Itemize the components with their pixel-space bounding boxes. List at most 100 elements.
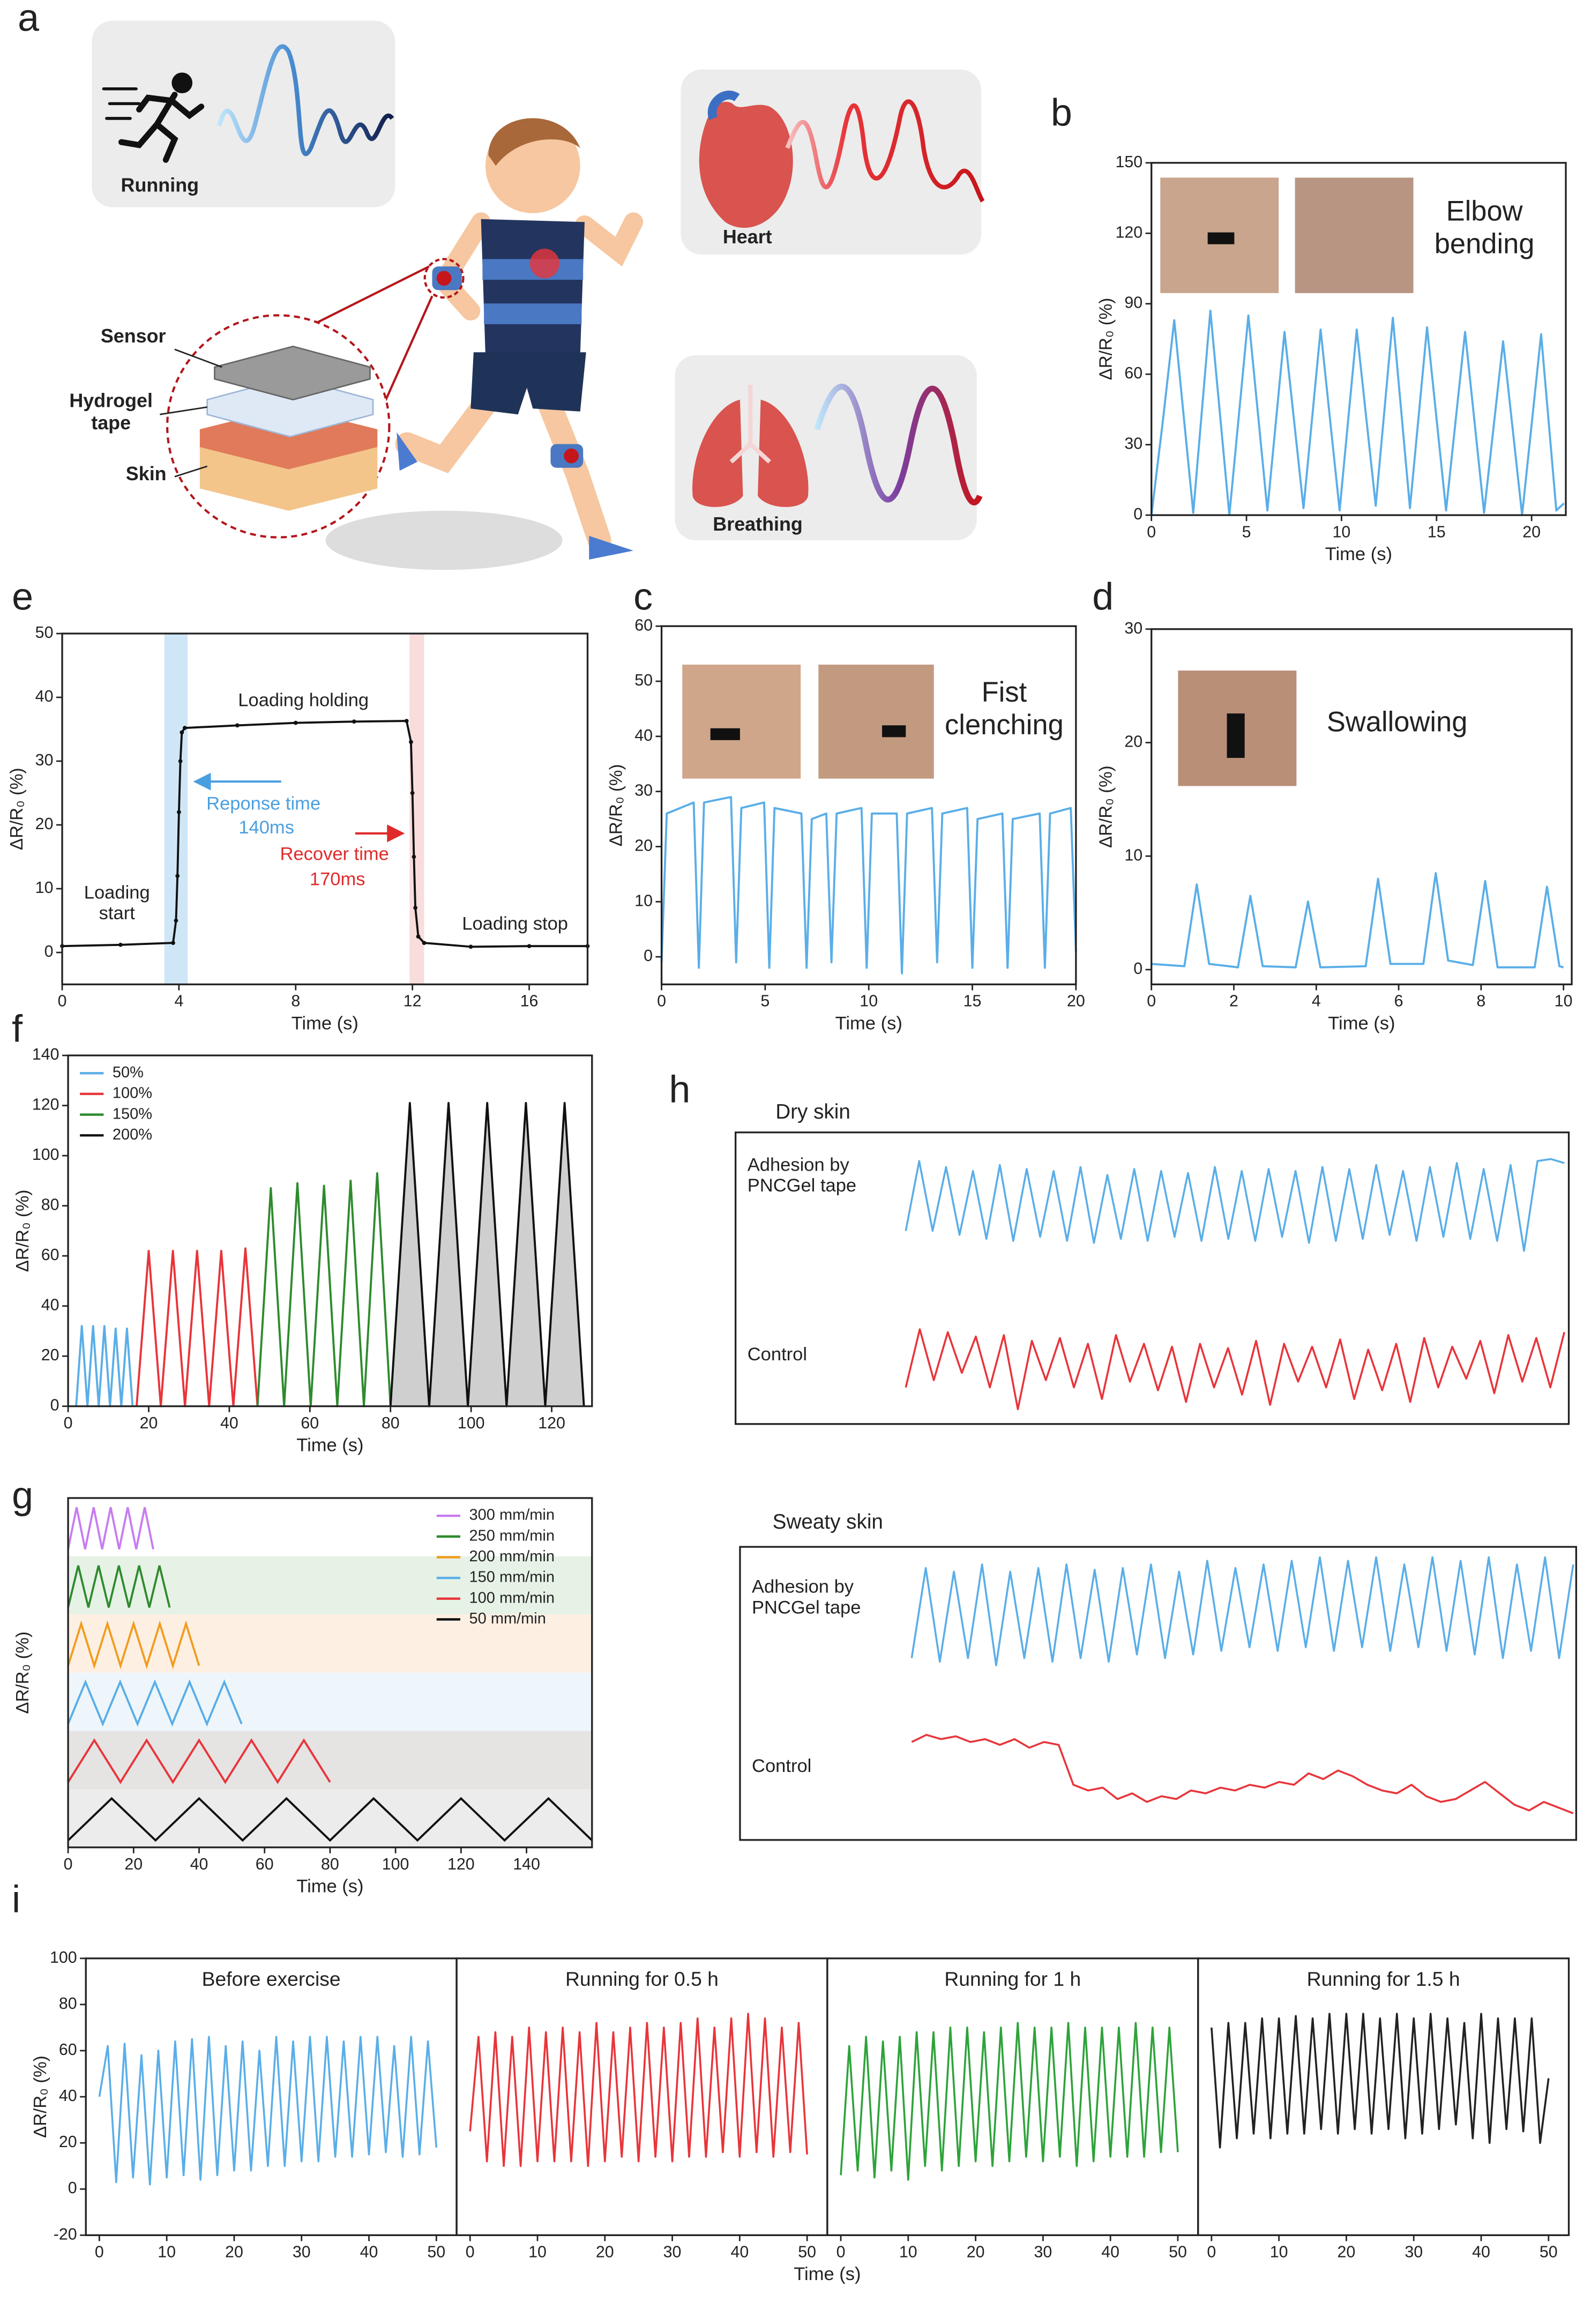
x-tick-label: 10 [899, 2243, 917, 2261]
annotation-box: Fist clenching [945, 677, 1064, 742]
x-tick-label: 0 [836, 2243, 846, 2261]
data-point [178, 759, 183, 763]
y-tick-label: 0 [1133, 505, 1142, 523]
x-tick-label: 20 [967, 2243, 985, 2261]
y-tick-label: 0 [644, 947, 653, 965]
lungs-icon [692, 399, 809, 507]
x-tick-label: 120 [447, 1856, 475, 1873]
data-line [905, 1158, 1565, 1252]
x-axis-label: Time (s) [835, 1013, 902, 1033]
illustration [92, 20, 985, 570]
annotation-box: Loading holding [238, 690, 369, 711]
data-line [67, 1738, 331, 1784]
y-tick-label: 10 [35, 879, 54, 897]
photo-sensor [710, 728, 740, 740]
data-line [67, 1620, 200, 1670]
y-tick-label: 90 [1124, 294, 1142, 312]
x-tick-label: 40 [1101, 2243, 1119, 2261]
heart-icon [699, 101, 793, 228]
y-tick-label: 40 [59, 2087, 77, 2105]
heart-vessel [707, 91, 740, 121]
x-tick-label: 40 [730, 2243, 749, 2261]
row-band [68, 1498, 592, 1556]
y-tick-label: 100 [50, 1949, 77, 1967]
data-point [352, 719, 356, 724]
y-tick-label: 20 [35, 815, 54, 833]
plot-frame [660, 625, 1077, 986]
panel-title: Dry skin [775, 1100, 850, 1123]
data-point [171, 941, 175, 945]
x-tick-label: 10 [528, 2243, 547, 2261]
label-leaders [160, 348, 222, 478]
annotation: Fist clenching [945, 677, 1064, 742]
annotation: 170ms [309, 869, 365, 890]
annotation-box: Recover time [280, 844, 389, 865]
x-tick-label: 30 [1034, 2243, 1052, 2261]
series-label: Adhesion by PNCGel tape [747, 1154, 857, 1197]
x-tick-label: 0 [1207, 2243, 1216, 2261]
annotation-box: Loading start [84, 882, 150, 924]
y-tick-label: 30 [1124, 435, 1142, 453]
panel-label: d [1092, 575, 1114, 618]
photo-sensor [882, 725, 906, 738]
annotation: Reponse time [206, 793, 321, 814]
y-tick-label: 0 [44, 943, 54, 960]
data-line [67, 1565, 171, 1608]
x-tick-label: 80 [382, 1414, 400, 1432]
y-tick-label: 40 [35, 688, 54, 705]
sensor-layer [214, 345, 371, 401]
x-tick-label: 50 [427, 2243, 445, 2261]
photo-hand-1 [682, 665, 801, 779]
y-tick-label: 80 [59, 1995, 77, 2013]
plot-frame [67, 1054, 593, 1407]
annotation-box: 170ms [309, 869, 365, 890]
plot-frame [85, 1957, 458, 2236]
facet-title: Before exercise [202, 1968, 341, 1990]
x-tick-label: 4 [1312, 993, 1321, 1010]
data-line [135, 1247, 259, 1407]
annotation: Loading stop [462, 913, 569, 934]
x-axis-label: Time (s) [296, 1435, 363, 1455]
y-tick-label: 0 [50, 1397, 59, 1414]
x-tick-label: 100 [382, 1856, 409, 1873]
row-band [68, 1614, 592, 1673]
data-point [412, 854, 416, 859]
y-tick-label: 20 [41, 1346, 59, 1364]
data-line [911, 1734, 1574, 1814]
x-tick-label: 5 [760, 993, 770, 1010]
data-line [905, 1328, 1565, 1411]
legend-label: 150% [113, 1105, 152, 1122]
x-tick-label: 8 [1476, 993, 1485, 1010]
x-tick-label: 8 [291, 993, 300, 1010]
y-tick-label: 40 [634, 727, 653, 744]
runner-icon [102, 72, 205, 163]
runner [395, 118, 644, 560]
y-axis-label: ΔR/R₀ (%) [13, 1632, 33, 1714]
x-tick-label: 20 [1338, 2243, 1356, 2261]
data-point [118, 942, 123, 947]
x-tick-label: 40 [1472, 2243, 1490, 2261]
y-tick-label: 30 [1124, 620, 1142, 637]
y-tick-label: 120 [1115, 224, 1142, 241]
legend-label: 200% [113, 1126, 152, 1143]
legend-label: 300 mm/min [469, 1507, 555, 1524]
series-label-box: Control [752, 1755, 811, 1776]
x-tick-label: 60 [256, 1856, 274, 1873]
y-tick-label: 20 [634, 837, 653, 855]
x-tick-label: 40 [190, 1856, 208, 1873]
annotation: Recover time [280, 844, 389, 865]
x-tick-label: 50 [1540, 2243, 1558, 2261]
x-tick-label: 20 [225, 2243, 243, 2261]
x-tick-label: 0 [95, 2243, 104, 2261]
data-line [1150, 309, 1565, 517]
data-line [67, 1507, 154, 1550]
x-tick-label: 30 [663, 2243, 682, 2261]
area-fill [390, 1103, 584, 1406]
y-tick-label: 50 [634, 672, 653, 689]
data-point [174, 918, 178, 923]
y-tick-label: 60 [634, 616, 653, 634]
data-line [75, 1325, 134, 1407]
x-tick-label: 50 [798, 2243, 816, 2261]
x-tick-label: 120 [538, 1414, 565, 1432]
